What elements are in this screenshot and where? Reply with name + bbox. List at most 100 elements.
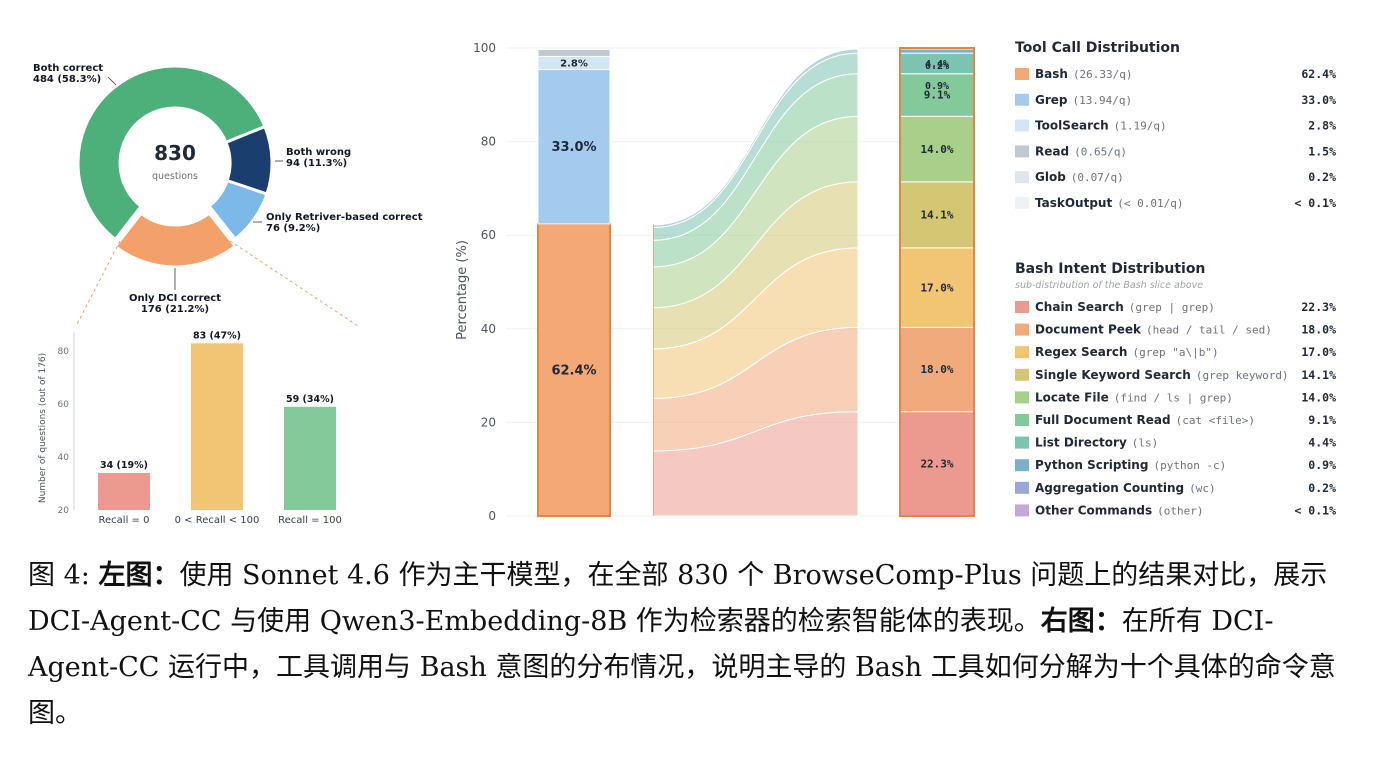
legend-item-detail: (grep "a\|b") [1132, 346, 1218, 359]
legend-item-name: Single Keyword Search [1035, 368, 1191, 382]
legend-item-name: Python Scripting [1035, 458, 1148, 472]
intent-bar-label: 0.9% [925, 81, 949, 92]
legend-swatch [1015, 68, 1029, 80]
flow-left-edge [653, 223, 654, 516]
legend-item-value: 4.4% [1308, 436, 1336, 450]
intent-bar-segment [899, 48, 975, 54]
donut-slice-name: Both correct [33, 63, 103, 74]
legend-item-detail: (wc) [1189, 482, 1216, 495]
legend-entry: Grep (13.94/q) [1035, 93, 1132, 107]
bar-value-label: 83 (47%) [193, 330, 241, 341]
legend-item-name: Grep [1035, 93, 1068, 107]
legend-subtitle: sub-distribution of the Bash slice above [1015, 280, 1203, 291]
intent-bar-label: 14.1% [920, 209, 953, 222]
tool-bar-segment [537, 222, 611, 518]
caption-right-label: 右图： [1040, 606, 1122, 637]
tool-bar-segment [537, 69, 611, 225]
legend-swatch [1015, 323, 1029, 336]
legend-item-name: Regex Search [1035, 345, 1127, 359]
legend-swatch [1015, 391, 1029, 404]
distribution-chart: 0 20 40 60 80 100 Percentage (%) 62.4% 33.0% 2.8%… [455, 41, 975, 523]
legend-item-detail: (head / tail / sed) [1146, 324, 1272, 337]
legend-swatch [1015, 93, 1029, 106]
legend-item-value: 22.3% [1301, 300, 1336, 314]
legend-item-detail: (grep | grep) [1129, 301, 1215, 314]
y-axis-label: Number of questions (out of 176) [38, 353, 48, 503]
y-tick-label: 0 [488, 509, 496, 523]
intent-bar-segment [899, 181, 975, 249]
intent-bar-label: 22.3% [920, 457, 953, 470]
legend-title: Bash Intent Distribution [1015, 261, 1205, 277]
legend-item-name: Other Commands [1035, 503, 1152, 517]
legend-swatch [1015, 504, 1029, 517]
y-axis-label: Percentage (%) [455, 240, 470, 340]
legend-item-value: 18.0% [1301, 323, 1336, 337]
legend-swatch [1015, 145, 1029, 158]
donut-slice-name: Only DCI correct [129, 293, 221, 304]
donut-center-value: 830 [154, 141, 196, 165]
donut-slice-value: 94 (11.3%) [286, 158, 347, 169]
caption-fig-label: 图 4: [28, 560, 99, 591]
donut-center-label: questions [152, 171, 198, 182]
x-tick-label: Recall = 0 [99, 515, 150, 526]
donut-slice-value: 76 (9.2%) [266, 223, 320, 234]
legend-entry: Read (0.65/q) [1035, 144, 1127, 158]
intent-bar-segment [899, 115, 975, 183]
recall-bar [191, 343, 243, 510]
y-tick-label: 80 [481, 135, 496, 149]
caption-left-text: 使用 Sonnet 4.6 作为主干模型，在全部 830 个 BrowseCom… [28, 560, 1328, 637]
x-tick-label: Recall = 100 [278, 515, 342, 526]
legend-item-name: Document Peek [1035, 323, 1142, 337]
legend-item-name: List Directory [1035, 436, 1127, 450]
intent-bar-segment [899, 326, 975, 413]
legend-item-name: Full Document Read [1035, 413, 1171, 427]
legend-swatch [1015, 436, 1029, 449]
y-tick-label: 80 [58, 347, 70, 357]
tool-call-legend: Tool Call Distribution Bash (26.33/q) 62.4%… [1015, 40, 1336, 210]
bar-value-label: 34 (19%) [100, 460, 148, 471]
intent-bar-segment [899, 247, 975, 328]
x-tick-label: 0 < Recall < 100 [175, 515, 260, 526]
bar-value-label: 59 (34%) [286, 394, 334, 405]
legend-entry: Full Document Read (cat <file>) [1035, 413, 1255, 427]
legend-item-value: 1.5% [1308, 144, 1336, 158]
legend-entry: Regex Search (grep "a\|b") [1035, 345, 1219, 359]
legend-item-detail: (find / ls | grep) [1114, 391, 1233, 404]
legend-item-value: 9.1% [1308, 413, 1336, 427]
y-tick-label: 40 [481, 322, 496, 336]
donut-slice-name: Only Retriver-based correct [266, 212, 423, 223]
y-tick-label: 20 [58, 506, 70, 516]
legend-item-detail: (1.19/q) [1114, 120, 1167, 133]
legend-item-detail: (0.65/q) [1074, 145, 1127, 158]
tool-bar-label: 2.8% [560, 58, 588, 69]
legend-item-value: < 0.1% [1294, 503, 1336, 517]
legend-swatch [1015, 301, 1029, 313]
legend-entry: Single Keyword Search (grep keyword) [1035, 368, 1289, 382]
legend-swatch [1015, 481, 1029, 494]
legend-title: Tool Call Distribution [1015, 40, 1180, 56]
legend-item-name: Glob [1035, 170, 1066, 184]
donut-slice-value: 176 (21.2%) [141, 304, 209, 315]
legend-item-detail: (< 0.01/q) [1117, 197, 1183, 210]
legend-swatch [1015, 119, 1029, 132]
legend-item-name: Read [1035, 144, 1069, 158]
intent-bar-label: 4.4% [925, 59, 949, 70]
intent-bar-label: 18.0% [920, 363, 953, 376]
legend-item-value: 14.1% [1301, 368, 1336, 382]
legend-item-name: Aggregation Counting [1035, 481, 1184, 495]
legend-item-detail: (python -c) [1153, 459, 1226, 472]
legend-item-name: Chain Search [1035, 300, 1124, 314]
legend-swatch [1015, 346, 1029, 359]
callout-line [107, 76, 117, 86]
intent-bar-label: 14.0% [920, 143, 953, 156]
legend-entry: Document Peek (head / tail / sed) [1035, 323, 1272, 337]
legend-item-name: ToolSearch [1035, 119, 1109, 133]
legend-entry: Locate File (find / ls | grep) [1035, 390, 1233, 404]
intent-flow-band [652, 47, 859, 225]
legend-item-detail: (26.33/q) [1073, 68, 1133, 81]
y-tick-label: 20 [481, 415, 496, 429]
figure-caption: 图 4: 左图：使用 Sonnet 4.6 作为主干模型，在全部 830 个 B… [28, 553, 1350, 737]
donut-slice [113, 211, 238, 269]
caption-right-text: 在所有 DCI-Agent-CC 运行中，工具调用与 Bash 意图的分布情况，… [28, 606, 1336, 729]
